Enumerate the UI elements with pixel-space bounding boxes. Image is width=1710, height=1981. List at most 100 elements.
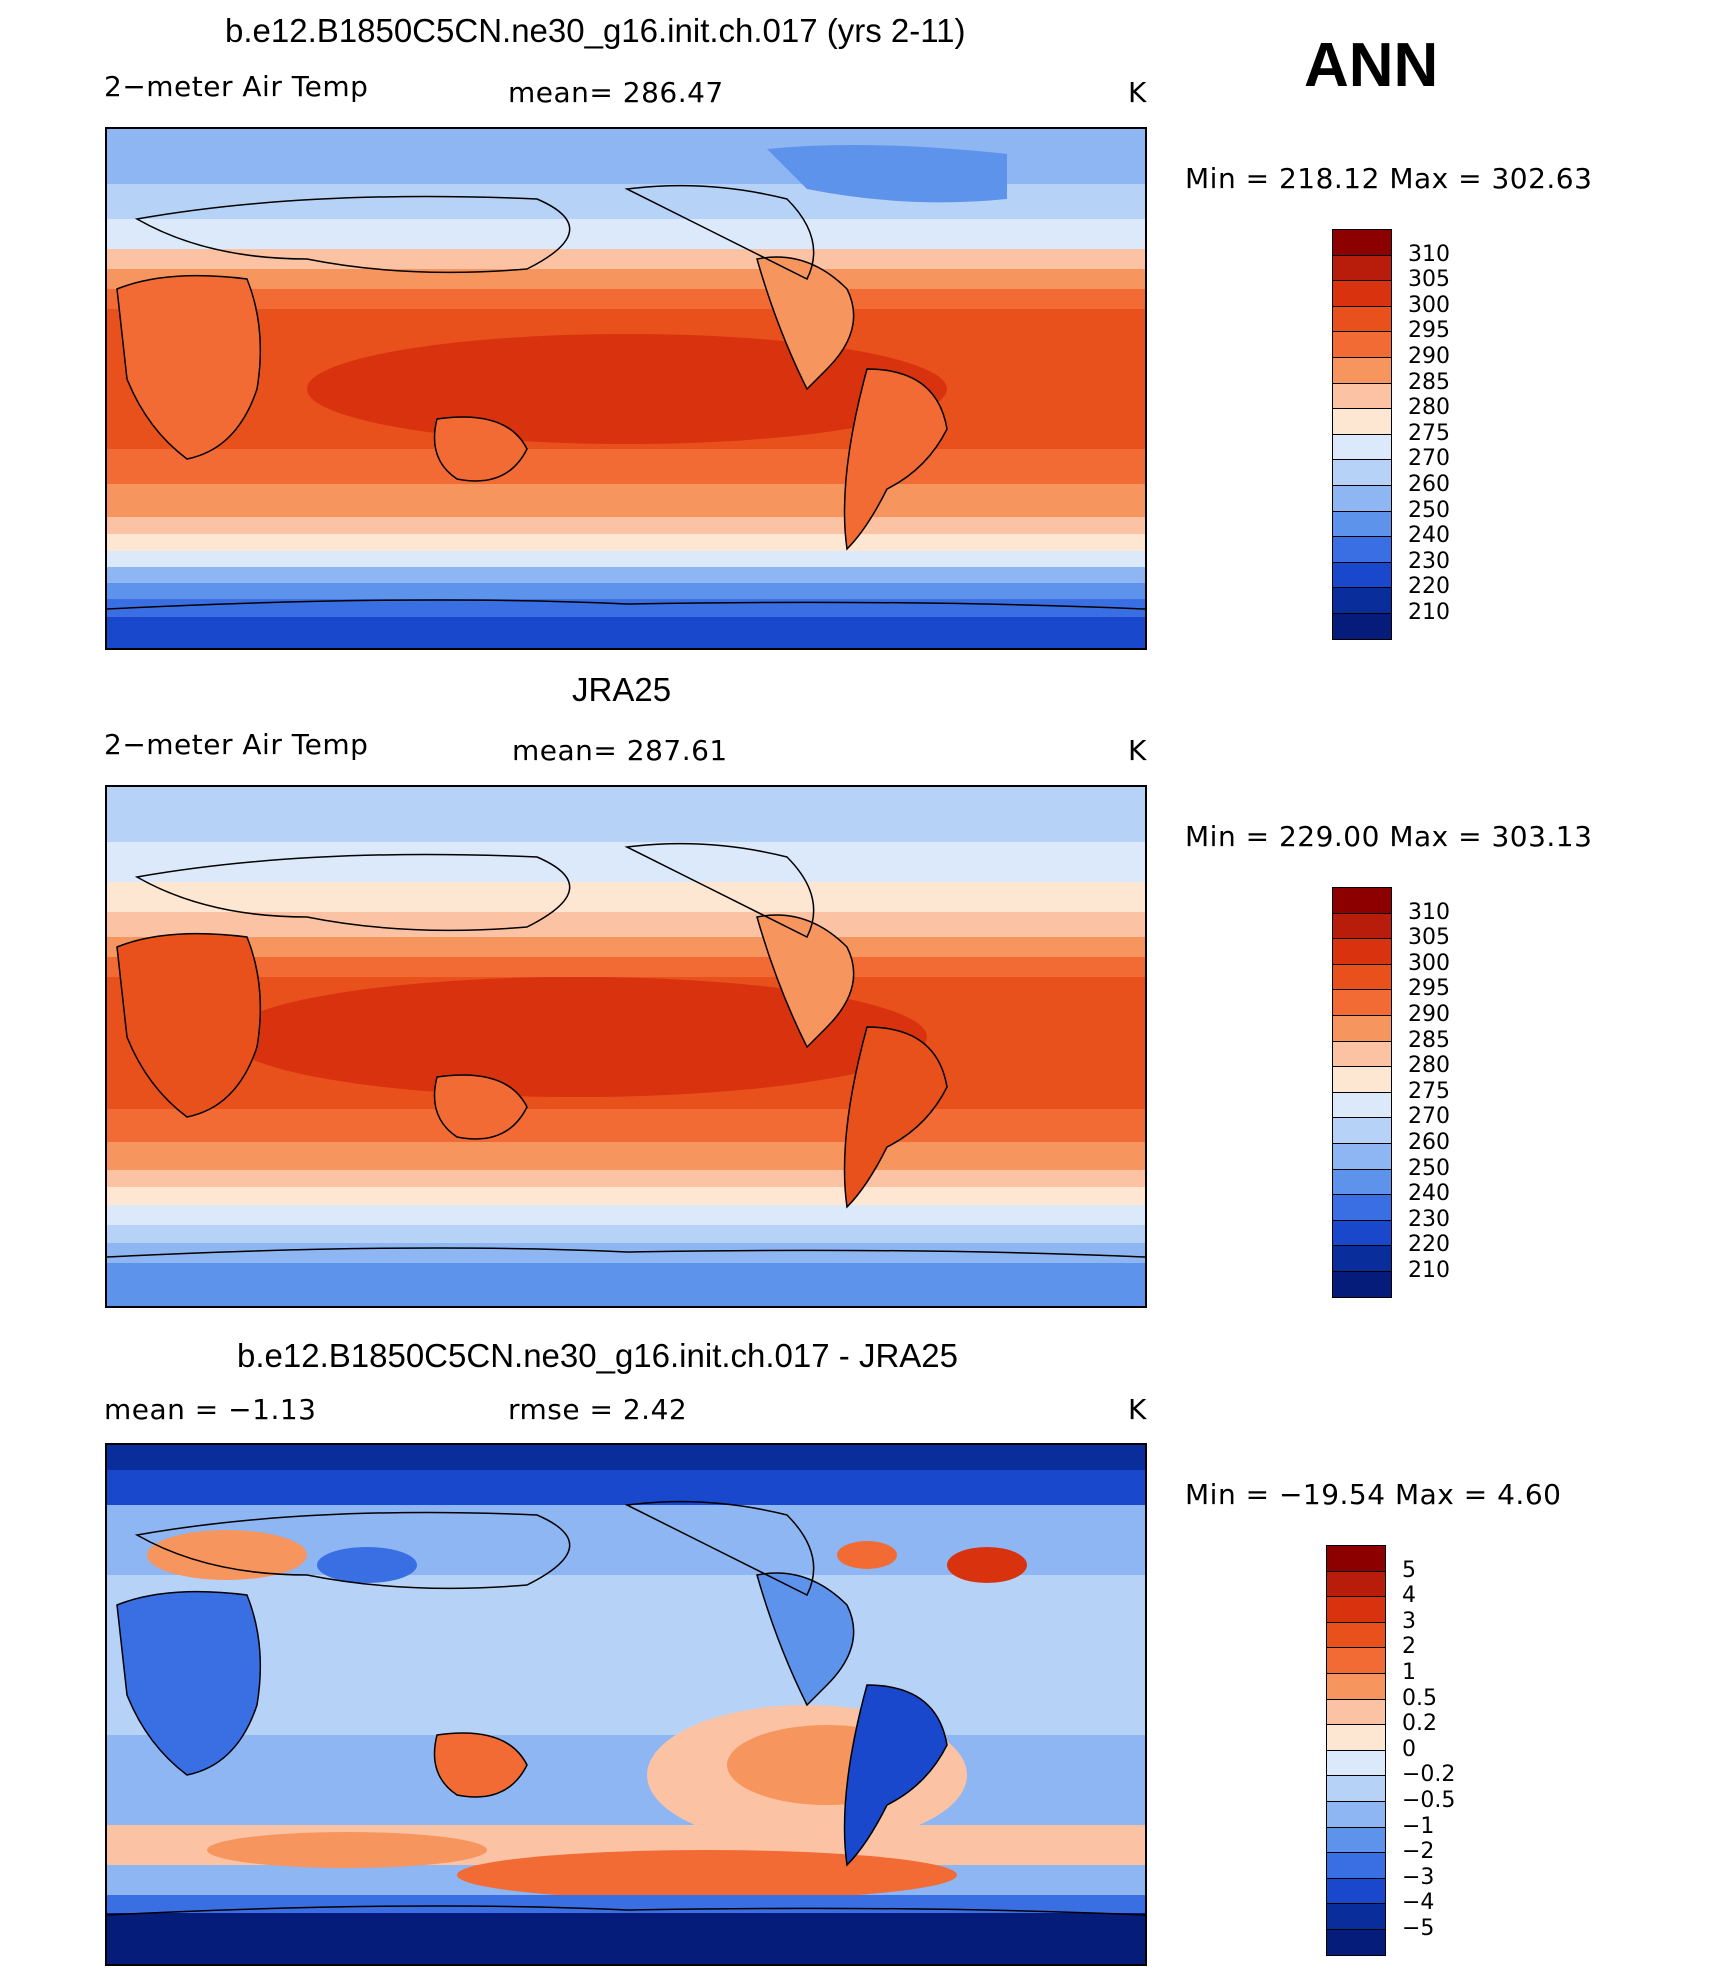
colorbar-tick-label: 270 bbox=[1408, 446, 1450, 472]
colorbar-tick-label: 300 bbox=[1408, 950, 1450, 976]
colorbar-swatch bbox=[1332, 1219, 1392, 1247]
colorbar-tick-label: 0.2 bbox=[1402, 1711, 1437, 1737]
colorbar-tick-label: 250 bbox=[1408, 1155, 1450, 1181]
colorbar-swatch bbox=[1332, 1271, 1392, 1298]
colorbar-tick-label: −5 bbox=[1402, 1916, 1435, 1941]
panel-1-map bbox=[105, 127, 1147, 650]
panel-2-map bbox=[105, 785, 1147, 1308]
colorbar-swatch bbox=[1332, 280, 1392, 307]
panel-3-minmax: Min = −19.54 Max = 4.60 bbox=[1185, 1478, 1562, 1511]
panel-3-map bbox=[105, 1443, 1147, 1966]
colorbar-tick-label: 295 bbox=[1408, 976, 1450, 1002]
colorbar-swatch bbox=[1326, 1749, 1386, 1777]
panel-2-units: K bbox=[1128, 734, 1147, 767]
colorbar-swatch bbox=[1332, 229, 1392, 256]
colorbar-tick-label: −0.2 bbox=[1402, 1762, 1456, 1788]
colorbar-tick-label: 3 bbox=[1402, 1608, 1416, 1634]
colorbar-tick-label: 230 bbox=[1408, 548, 1450, 574]
panel-2-minmax: Min = 229.00 Max = 303.13 bbox=[1185, 820, 1593, 853]
panel-3-heatmap bbox=[107, 1445, 1145, 1964]
colorbar-tick-label: −3 bbox=[1402, 1864, 1435, 1890]
colorbar-tick-label: 285 bbox=[1408, 369, 1450, 395]
colorbar-tick-label: 280 bbox=[1408, 395, 1450, 421]
colorbar-swatch bbox=[1332, 989, 1392, 1016]
colorbar-swatch bbox=[1332, 963, 1392, 991]
colorbar-swatch bbox=[1332, 1117, 1392, 1144]
colorbar-tick-label: 5 bbox=[1402, 1557, 1416, 1583]
panel-1-heatmap bbox=[107, 129, 1145, 648]
colorbar-swatch bbox=[1332, 408, 1392, 435]
panel-3-title: b.e12.B1850C5CN.ne30_g16.init.ch.017 - J… bbox=[237, 1337, 958, 1374]
panel-2-heatmap bbox=[107, 787, 1145, 1306]
colorbar-swatch bbox=[1326, 1929, 1386, 1956]
colorbar-swatch bbox=[1332, 613, 1392, 640]
colorbar-tick-label: 210 bbox=[1408, 600, 1450, 625]
panel-1-units: K bbox=[1128, 76, 1147, 109]
colorbar-tick-label: 2 bbox=[1402, 1634, 1416, 1660]
colorbar-swatch bbox=[1332, 305, 1392, 333]
colorbar-swatch bbox=[1332, 1168, 1392, 1196]
colorbar-swatch bbox=[1326, 1826, 1386, 1854]
colorbar-swatch bbox=[1332, 1040, 1392, 1068]
panel-2-title: JRA25 bbox=[572, 671, 672, 708]
colorbar-tick-label: 275 bbox=[1408, 1078, 1450, 1104]
colorbar-tick-label: −0.5 bbox=[1402, 1788, 1456, 1813]
colorbar-tick-label: 220 bbox=[1408, 574, 1450, 600]
colorbar-swatch bbox=[1332, 1194, 1392, 1221]
colorbar-tick-label: 250 bbox=[1408, 497, 1450, 523]
colorbar-swatch bbox=[1326, 1621, 1386, 1649]
colorbar-tick-label: 240 bbox=[1408, 1181, 1450, 1207]
colorbar-swatch bbox=[1332, 1015, 1392, 1042]
colorbar-swatch bbox=[1332, 1066, 1392, 1093]
colorbar-swatch bbox=[1326, 1877, 1386, 1905]
panel-1-mean-label: mean= 286.47 bbox=[508, 76, 724, 109]
colorbar-swatch bbox=[1332, 331, 1392, 358]
colorbar-tick-label: 0 bbox=[1402, 1736, 1416, 1762]
panel-1-variable-label: 2−meter Air Temp bbox=[104, 70, 369, 103]
colorbar-swatch bbox=[1332, 1143, 1392, 1170]
colorbar-swatch bbox=[1332, 887, 1392, 914]
colorbar-tick-label: 260 bbox=[1408, 472, 1450, 497]
colorbar-swatch bbox=[1332, 357, 1392, 384]
colorbar-tick-label: 270 bbox=[1408, 1104, 1450, 1130]
colorbar-tick-label: 290 bbox=[1408, 344, 1450, 369]
colorbar-tick-label: 260 bbox=[1408, 1130, 1450, 1155]
colorbar-tick-label: 310 bbox=[1408, 241, 1450, 267]
colorbar-swatch bbox=[1332, 433, 1392, 461]
panel-2-variable-label: 2−meter Air Temp bbox=[104, 728, 369, 761]
colorbar-tick-label: 220 bbox=[1408, 1232, 1450, 1258]
colorbar-swatch bbox=[1326, 1673, 1386, 1700]
colorbar-swatch bbox=[1326, 1698, 1386, 1726]
colorbar-tick-label: 295 bbox=[1408, 318, 1450, 344]
colorbar-swatch bbox=[1326, 1775, 1386, 1802]
colorbar-tick-label: 310 bbox=[1408, 899, 1450, 925]
colorbar-tick-label: 240 bbox=[1408, 523, 1450, 549]
colorbar-swatch bbox=[1332, 912, 1392, 940]
colorbar-swatch bbox=[1326, 1801, 1386, 1828]
colorbar-tick-label: 0.5 bbox=[1402, 1685, 1437, 1711]
season-label: ANN bbox=[1304, 31, 1439, 100]
colorbar-tick-label: −2 bbox=[1402, 1839, 1435, 1865]
colorbar-tick-label: 305 bbox=[1408, 925, 1450, 951]
colorbar-tick-label: 280 bbox=[1408, 1053, 1450, 1079]
colorbar-tick-label: 4 bbox=[1402, 1583, 1416, 1609]
colorbar-swatch bbox=[1326, 1647, 1386, 1674]
colorbar-tick-label: 290 bbox=[1408, 1002, 1450, 1027]
colorbar-swatch bbox=[1332, 1245, 1392, 1272]
colorbar-swatch bbox=[1332, 510, 1392, 538]
colorbar-swatch bbox=[1326, 1852, 1386, 1879]
colorbar-tick-label: 275 bbox=[1408, 420, 1450, 446]
panel-3-mean-label: mean = −1.13 bbox=[104, 1393, 317, 1426]
panel-1-minmax: Min = 218.12 Max = 302.63 bbox=[1185, 162, 1593, 195]
colorbar-swatch bbox=[1332, 254, 1392, 282]
colorbar-swatch bbox=[1332, 459, 1392, 486]
colorbar-tick-label: 285 bbox=[1408, 1027, 1450, 1053]
colorbar-tick-label: 300 bbox=[1408, 292, 1450, 318]
colorbar-swatch bbox=[1332, 938, 1392, 965]
colorbar-swatch bbox=[1332, 1091, 1392, 1119]
colorbar-tick-label: −1 bbox=[1402, 1813, 1435, 1839]
colorbar-swatch bbox=[1332, 485, 1392, 512]
panel-3-rmse-label: rmse = 2.42 bbox=[508, 1393, 688, 1426]
colorbar-swatch bbox=[1326, 1724, 1386, 1751]
colorbar-swatch bbox=[1326, 1545, 1386, 1572]
